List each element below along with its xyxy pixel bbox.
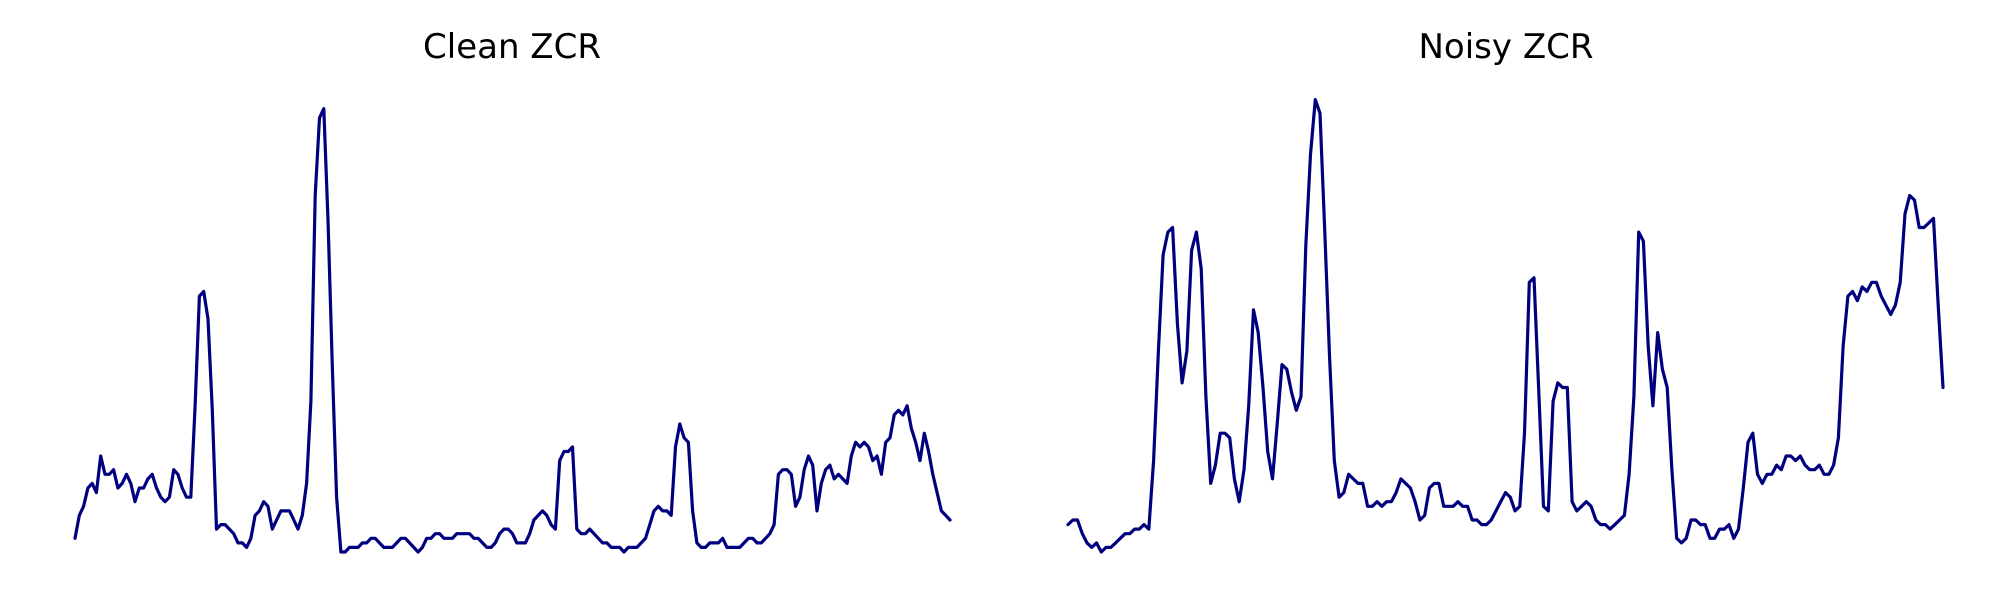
clean-zcr-line: [73, 107, 952, 554]
noisy-zcr-panel: Noisy ZCR: [1066, 27, 1945, 554]
noisy-zcr-title: Noisy ZCR: [1419, 27, 1594, 67]
clean-zcr-panel: Clean ZCR: [73, 27, 952, 554]
clean-zcr-title: Clean ZCR: [423, 27, 601, 67]
noisy-zcr-line: [1066, 98, 1945, 554]
